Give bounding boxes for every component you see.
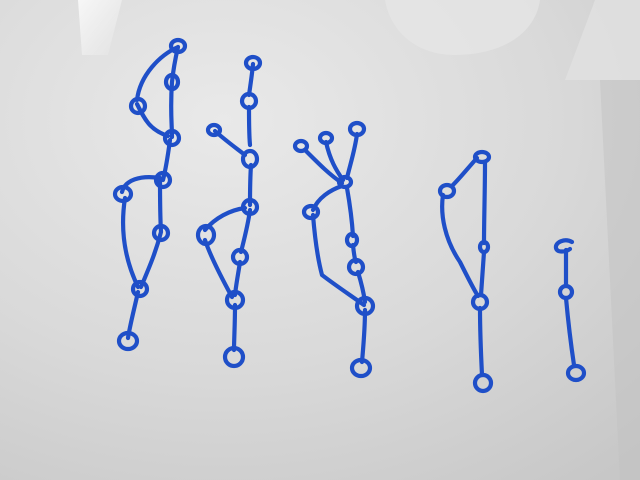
tree-2-node xyxy=(230,247,250,267)
tree-2-node xyxy=(195,223,217,247)
tree-1-node xyxy=(130,279,150,299)
tree-2 xyxy=(195,54,263,369)
tree-5 xyxy=(553,238,587,383)
tree-1-node xyxy=(128,96,148,116)
tree-3-node xyxy=(301,203,321,221)
tree-1-node xyxy=(112,184,134,204)
tree-3-node xyxy=(344,231,360,249)
tree-3-node xyxy=(354,295,376,317)
tree-4-nodes xyxy=(437,149,494,394)
tree-1-node xyxy=(162,128,182,148)
tree-4-node xyxy=(470,292,490,312)
tree-5-node xyxy=(557,283,575,301)
tree-3-node xyxy=(317,130,335,146)
tree-2-edges xyxy=(202,61,256,353)
window-glare xyxy=(78,0,122,55)
tree-1-node xyxy=(116,330,140,352)
tree-3 xyxy=(292,120,376,379)
right-edge-shadow xyxy=(600,80,640,480)
upper-right-reflection xyxy=(565,0,640,80)
tree-1-nodes xyxy=(112,37,188,352)
tree-1-node xyxy=(151,223,171,243)
tree-5-node xyxy=(565,363,587,383)
tree-1-node xyxy=(153,170,173,190)
tree-2-node xyxy=(205,122,223,138)
tree-3-node xyxy=(349,357,373,379)
tree-2-node xyxy=(240,197,260,217)
tree-3-node xyxy=(336,174,354,190)
tree-2-node xyxy=(239,91,259,111)
tree-2-node xyxy=(240,148,260,170)
tree-2-node xyxy=(224,289,246,311)
tree-1 xyxy=(112,37,188,352)
tree-1-edges xyxy=(119,44,181,341)
lamp-reflection xyxy=(385,0,540,55)
tree-2-nodes xyxy=(195,54,263,369)
tree-5-node xyxy=(553,238,575,254)
tree-4-node xyxy=(472,149,492,165)
tree-5-nodes xyxy=(553,238,587,383)
tree-1-node xyxy=(168,37,188,55)
tree-3-node xyxy=(346,257,366,277)
tree-4-node xyxy=(437,182,457,200)
tree-4-node xyxy=(477,239,491,255)
tree-drawings xyxy=(112,37,587,394)
light-reflections xyxy=(78,0,640,480)
tree-3-edges xyxy=(302,131,368,365)
tree-2-node xyxy=(243,54,263,72)
tree-4 xyxy=(437,149,494,394)
tree-1-node xyxy=(163,72,181,92)
tree-4-edges xyxy=(440,155,488,378)
tree-3-node xyxy=(347,120,367,138)
tree-2-node xyxy=(222,345,246,369)
tree-3-node xyxy=(292,138,310,154)
tree-3-nodes xyxy=(292,120,376,379)
tree-4-node xyxy=(472,372,494,394)
